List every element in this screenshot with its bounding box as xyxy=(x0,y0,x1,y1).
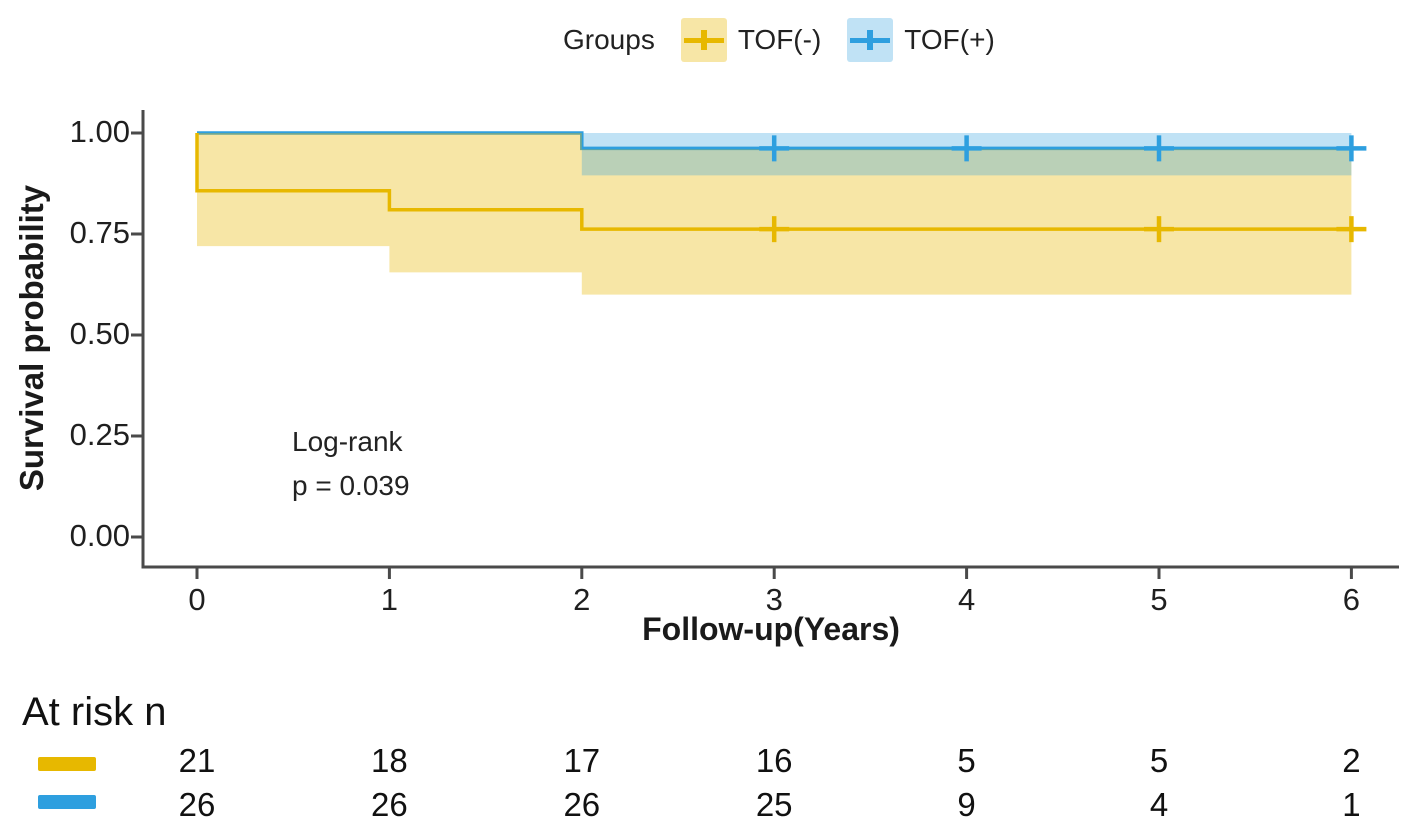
risk-count: 4 xyxy=(1149,786,1169,823)
legend-title: Groups xyxy=(563,24,655,55)
risk-count: 16 xyxy=(755,742,793,779)
risk-table-title: At risk n xyxy=(22,690,167,734)
legend-item-tof-neg: TOF(-) xyxy=(680,18,822,62)
x-tick-label: 3 xyxy=(765,582,783,617)
risk-count: 9 xyxy=(957,786,976,823)
x-tick-label: 6 xyxy=(1342,582,1361,617)
risk-count: 21 xyxy=(178,742,216,779)
risk-count: 26 xyxy=(563,786,601,823)
y-tick-label: 0.50 xyxy=(69,316,130,351)
logrank-annotation: Log-rank p = 0.039 xyxy=(292,420,410,508)
x-tick-label: 1 xyxy=(380,582,399,617)
censor-cross-icon xyxy=(700,30,707,50)
y-tick-label: 1.00 xyxy=(69,114,130,149)
risk-count: 17 xyxy=(563,742,601,779)
legend-label-tof-pos: TOF(+) xyxy=(904,24,995,55)
x-tick-label: 0 xyxy=(188,582,206,617)
legend-label-tof-neg: TOF(-) xyxy=(737,24,822,55)
x-tick-label: 4 xyxy=(957,582,976,617)
logrank-test-label: Log-rank xyxy=(292,426,403,457)
risk-count: 25 xyxy=(755,786,793,823)
legend-key-tof-neg-icon xyxy=(680,18,727,62)
x-tick-label: 2 xyxy=(573,582,591,617)
risk-count: 5 xyxy=(1149,742,1169,779)
risk-count: 5 xyxy=(957,742,976,779)
censor-cross-icon xyxy=(867,30,874,50)
ci-band-tof-neg xyxy=(197,133,1352,295)
risk-row-swatch xyxy=(38,757,96,771)
x-tick-label: 5 xyxy=(1150,582,1168,617)
p-value-label: p = 0.039 xyxy=(292,470,410,501)
risk-count: 1 xyxy=(1342,786,1361,823)
legend-item-tof-pos: TOF(+) xyxy=(847,18,995,62)
risk-row-swatch xyxy=(38,795,96,809)
survival-curve-tof-neg xyxy=(195,133,1352,231)
y-tick-label: 0.75 xyxy=(69,215,130,250)
risk-count: 18 xyxy=(371,742,408,779)
risk-count: 2 xyxy=(1342,742,1361,779)
legend: Groups TOF(-) TOF(+) xyxy=(563,14,995,66)
legend-key-tof-pos-icon xyxy=(847,18,894,62)
y-tick-label: 0.25 xyxy=(69,417,130,452)
risk-count: 26 xyxy=(371,786,408,823)
x-axis-title: Follow-up(Years) xyxy=(642,611,900,647)
risk-count: 26 xyxy=(178,786,216,823)
y-tick-label: 0.00 xyxy=(69,518,130,553)
